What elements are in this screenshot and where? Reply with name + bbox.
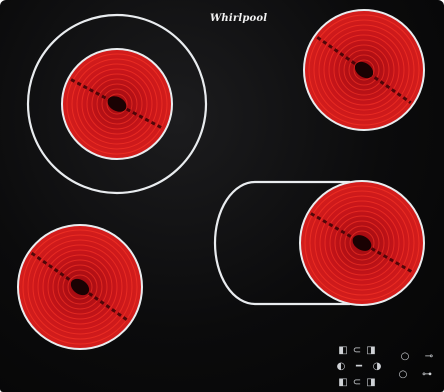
- coil-ring: [101, 88, 133, 120]
- coil-ring: [319, 200, 405, 286]
- zone-select-icon[interactable]: ⊂: [352, 345, 362, 356]
- zone-select-icon[interactable]: ⊂: [352, 377, 362, 388]
- coil-ring: [71, 58, 163, 150]
- minus-icon[interactable]: ━: [355, 361, 363, 372]
- coil-ring: [333, 39, 395, 101]
- coil-ring: [328, 34, 400, 106]
- heating-element: [61, 48, 173, 160]
- coil-ring: [323, 29, 405, 111]
- coil-ring: [62, 269, 98, 305]
- heating-element: [303, 9, 425, 131]
- coil-ring: [353, 59, 375, 81]
- coil-ring: [52, 259, 108, 315]
- coil-ring: [309, 190, 415, 296]
- front-left-zone: [17, 224, 143, 350]
- coil-ring: [338, 44, 390, 96]
- coil-center: [352, 235, 372, 251]
- coil-center: [107, 96, 127, 112]
- coil-ring: [344, 225, 380, 261]
- lock-icon[interactable]: ⊸: [424, 351, 434, 362]
- coil-ring: [91, 78, 143, 130]
- heating-element: [17, 224, 143, 350]
- heating-element: [299, 180, 425, 306]
- zone-select-icon[interactable]: ◨: [366, 377, 376, 388]
- coil-ring: [308, 14, 420, 126]
- timer-icon[interactable]: ○: [398, 369, 408, 380]
- zone-select-icon[interactable]: ◧: [338, 345, 348, 356]
- coil-ring: [324, 205, 400, 281]
- coil-ring: [37, 244, 123, 330]
- coil-ring: [314, 195, 410, 291]
- coil-ring: [304, 185, 420, 301]
- front-right-zone: [213, 180, 425, 306]
- coil-ring: [334, 215, 390, 271]
- timer-icon[interactable]: ○: [400, 351, 410, 362]
- zone-select-icon[interactable]: ◐: [336, 361, 346, 372]
- coil-ring: [27, 234, 133, 340]
- touch-control-panel: ◧ ⊂ ◨ ○ ⊸ ◐ ━ ◑ ○ ⊶ ◧ ⊂ ◨: [330, 340, 442, 392]
- plus-icon[interactable]: ⊶: [422, 369, 432, 380]
- coil-ring: [348, 54, 380, 86]
- oval-extension-outline: [213, 180, 350, 306]
- coil-ring: [339, 220, 385, 266]
- brand-logo: Whirlpool: [210, 13, 268, 24]
- coil-ring: [81, 68, 153, 140]
- outer-ring: [26, 13, 208, 195]
- coil-ring: [66, 53, 168, 155]
- rear-left-zone: [26, 13, 208, 195]
- coil-ring: [313, 19, 415, 121]
- zone-select-icon[interactable]: ◑: [372, 361, 382, 372]
- coil-ring: [106, 93, 128, 115]
- zone-select-icon[interactable]: ◨: [366, 345, 376, 356]
- coil-ring: [42, 249, 118, 325]
- coil-ring: [349, 230, 375, 256]
- coil-ring: [76, 63, 158, 145]
- coil-ring: [57, 264, 103, 310]
- coil-ring: [96, 83, 138, 125]
- coil-ring: [32, 239, 128, 335]
- coil-ring: [318, 24, 410, 116]
- coil-ring: [22, 229, 138, 345]
- coil-ring: [329, 210, 395, 276]
- coil-ring: [67, 274, 93, 300]
- zone-select-icon[interactable]: ◧: [338, 377, 348, 388]
- coil-ring: [47, 254, 113, 320]
- coil-center: [354, 61, 374, 79]
- rear-right-zone: [303, 9, 425, 131]
- coil-ring: [343, 49, 385, 91]
- coil-center: [70, 278, 90, 296]
- coil-ring: [86, 73, 148, 135]
